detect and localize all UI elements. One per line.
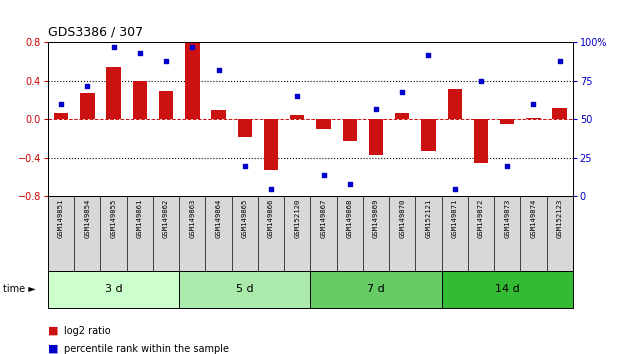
Text: time ►: time ► bbox=[3, 284, 36, 295]
Bar bbox=[264, 120, 278, 170]
Point bbox=[187, 44, 197, 50]
Point bbox=[82, 83, 93, 88]
Bar bbox=[552, 108, 567, 120]
Bar bbox=[526, 118, 541, 120]
Bar bbox=[316, 120, 331, 129]
Text: 3 d: 3 d bbox=[105, 284, 122, 295]
Point bbox=[266, 186, 276, 192]
Text: GSM149864: GSM149864 bbox=[216, 199, 221, 238]
Bar bbox=[369, 120, 383, 155]
Text: GSM152121: GSM152121 bbox=[426, 199, 431, 238]
Bar bbox=[474, 120, 488, 163]
Text: ■: ■ bbox=[48, 344, 58, 354]
Bar bbox=[442, 271, 573, 308]
Point bbox=[161, 58, 172, 64]
Text: GDS3386 / 307: GDS3386 / 307 bbox=[48, 26, 143, 39]
Text: GSM152120: GSM152120 bbox=[294, 199, 300, 238]
Point bbox=[502, 163, 512, 169]
Text: percentile rank within the sample: percentile rank within the sample bbox=[64, 344, 229, 354]
Point bbox=[214, 67, 224, 73]
Text: GSM149868: GSM149868 bbox=[347, 199, 353, 238]
Point bbox=[449, 186, 460, 192]
Bar bbox=[290, 115, 305, 120]
Text: log2 ratio: log2 ratio bbox=[64, 326, 111, 336]
Point bbox=[108, 44, 119, 50]
Text: GSM149863: GSM149863 bbox=[189, 199, 195, 238]
Point bbox=[135, 50, 145, 56]
Text: GSM149871: GSM149871 bbox=[452, 199, 458, 238]
Text: GSM149867: GSM149867 bbox=[321, 199, 326, 238]
Bar bbox=[106, 67, 121, 120]
Text: GSM149862: GSM149862 bbox=[163, 199, 169, 238]
Point bbox=[424, 52, 434, 58]
Text: 7 d: 7 d bbox=[367, 284, 385, 295]
Text: GSM149872: GSM149872 bbox=[478, 199, 484, 238]
Bar bbox=[54, 113, 68, 120]
Bar bbox=[185, 42, 200, 120]
Point bbox=[476, 78, 486, 84]
Point bbox=[371, 106, 381, 112]
Bar bbox=[500, 120, 515, 124]
Point bbox=[529, 101, 539, 107]
Point bbox=[344, 181, 355, 187]
Text: GSM149851: GSM149851 bbox=[58, 199, 64, 238]
Point bbox=[397, 89, 408, 95]
Text: GSM149854: GSM149854 bbox=[84, 199, 90, 238]
Bar bbox=[179, 271, 310, 308]
Point bbox=[239, 163, 250, 169]
Text: GSM149873: GSM149873 bbox=[504, 199, 510, 238]
Bar bbox=[342, 120, 357, 141]
Text: 5 d: 5 d bbox=[236, 284, 253, 295]
Text: GSM152123: GSM152123 bbox=[557, 199, 563, 238]
Bar bbox=[421, 120, 436, 151]
Text: GSM149866: GSM149866 bbox=[268, 199, 274, 238]
Bar bbox=[310, 271, 442, 308]
Text: GSM149870: GSM149870 bbox=[399, 199, 405, 238]
Bar bbox=[237, 120, 252, 137]
Bar bbox=[132, 81, 147, 120]
Bar bbox=[395, 113, 410, 120]
Text: GSM149861: GSM149861 bbox=[137, 199, 143, 238]
Text: GSM149865: GSM149865 bbox=[242, 199, 248, 238]
Bar bbox=[80, 93, 95, 120]
Bar bbox=[211, 110, 226, 120]
Point bbox=[292, 93, 302, 99]
Point bbox=[56, 101, 67, 107]
Text: GSM149869: GSM149869 bbox=[373, 199, 379, 238]
Point bbox=[318, 172, 329, 178]
Point bbox=[554, 58, 564, 64]
Text: ■: ■ bbox=[48, 326, 58, 336]
Bar bbox=[48, 271, 179, 308]
Text: GSM149874: GSM149874 bbox=[531, 199, 536, 238]
Text: 14 d: 14 d bbox=[495, 284, 520, 295]
Text: GSM149855: GSM149855 bbox=[111, 199, 116, 238]
Bar bbox=[159, 91, 173, 120]
Bar bbox=[447, 89, 462, 120]
